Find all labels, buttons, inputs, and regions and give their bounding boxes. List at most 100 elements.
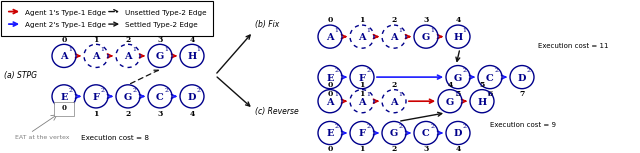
Text: 7: 7 — [519, 90, 525, 98]
Text: A: A — [358, 98, 366, 107]
Text: D: D — [188, 93, 196, 102]
Text: H: H — [188, 52, 196, 61]
Text: 2: 2 — [125, 110, 131, 118]
Text: 2: 2 — [392, 81, 397, 89]
Text: 1: 1 — [454, 92, 459, 97]
Text: F: F — [358, 129, 365, 138]
Text: 1: 1 — [93, 110, 99, 118]
Text: 1: 1 — [164, 47, 168, 52]
Text: 2: 2 — [196, 88, 200, 93]
Text: 1: 1 — [359, 16, 365, 24]
Text: A: A — [124, 52, 132, 61]
Text: Agent 2's Type-1 Edge: Agent 2's Type-1 Edge — [25, 22, 106, 28]
Text: 2: 2 — [399, 124, 403, 129]
Text: A: A — [92, 52, 100, 61]
Text: 1: 1 — [463, 28, 467, 33]
Text: 1: 1 — [335, 28, 339, 33]
Text: 2: 2 — [335, 124, 339, 129]
Text: 0: 0 — [61, 110, 67, 118]
Text: 1: 1 — [93, 35, 99, 43]
Text: H: H — [453, 33, 463, 42]
Text: A: A — [358, 33, 366, 42]
Text: 3: 3 — [423, 145, 429, 153]
Text: G: G — [390, 129, 398, 138]
Text: 0: 0 — [327, 16, 333, 24]
Text: C: C — [156, 93, 164, 102]
Text: Agent 1's Type-1 Edge: Agent 1's Type-1 Edge — [25, 9, 106, 15]
Text: 1: 1 — [367, 28, 371, 33]
Text: 6: 6 — [488, 90, 493, 98]
Text: G: G — [454, 74, 462, 83]
Text: E: E — [326, 74, 333, 83]
Text: A: A — [60, 52, 68, 61]
FancyBboxPatch shape — [54, 102, 74, 116]
Text: 2: 2 — [463, 124, 467, 129]
Text: A: A — [390, 98, 398, 107]
Text: E: E — [326, 129, 333, 138]
Text: 3: 3 — [157, 110, 163, 118]
Text: 2: 2 — [68, 88, 72, 93]
Text: G: G — [156, 52, 164, 61]
Text: 2: 2 — [100, 88, 104, 93]
Text: (b) Fix: (b) Fix — [255, 20, 279, 29]
Text: A: A — [326, 98, 334, 107]
Text: (c) Reverse: (c) Reverse — [255, 107, 299, 116]
Text: 2: 2 — [495, 68, 499, 73]
Text: D: D — [454, 129, 462, 138]
Text: 2: 2 — [367, 68, 371, 73]
Text: 2: 2 — [527, 68, 531, 73]
Text: G: G — [124, 93, 132, 102]
Text: 4: 4 — [455, 145, 461, 153]
Text: 1: 1 — [486, 92, 491, 97]
Text: 1: 1 — [100, 47, 104, 52]
Text: 2: 2 — [392, 16, 397, 24]
Text: 2: 2 — [431, 124, 435, 129]
Text: 4: 4 — [447, 81, 452, 89]
Text: Execution cost = 8: Execution cost = 8 — [81, 135, 149, 141]
Text: 1: 1 — [196, 47, 200, 52]
Text: Execution cost = 9: Execution cost = 9 — [490, 122, 556, 128]
Text: 2: 2 — [392, 145, 397, 153]
Text: 0: 0 — [61, 35, 67, 43]
Text: 1: 1 — [359, 81, 365, 89]
Text: 1: 1 — [68, 47, 72, 52]
Text: EAT at the vertex: EAT at the vertex — [15, 135, 70, 140]
Text: 0: 0 — [327, 90, 333, 98]
Text: 3: 3 — [423, 16, 429, 24]
Text: 2: 2 — [132, 88, 136, 93]
Text: F: F — [93, 93, 99, 102]
Text: A: A — [326, 33, 334, 42]
Text: 5: 5 — [456, 90, 461, 98]
Text: Unsettled Type-2 Edge: Unsettled Type-2 Edge — [125, 9, 207, 15]
Text: 2: 2 — [125, 35, 131, 43]
Text: 1: 1 — [359, 145, 365, 153]
Text: G: G — [422, 33, 430, 42]
Text: C: C — [422, 129, 430, 138]
Text: 4: 4 — [455, 16, 461, 24]
Text: E: E — [60, 93, 68, 102]
Text: H: H — [477, 98, 486, 107]
Text: 2: 2 — [463, 68, 467, 73]
Text: (a) STPG: (a) STPG — [4, 71, 37, 80]
Text: 1: 1 — [399, 28, 403, 33]
Text: 4: 4 — [189, 110, 195, 118]
Text: A: A — [390, 33, 398, 42]
Text: 1: 1 — [359, 90, 365, 98]
Text: 0: 0 — [327, 81, 333, 89]
Text: 2: 2 — [164, 88, 168, 93]
Text: 1: 1 — [399, 92, 403, 97]
Text: D: D — [518, 74, 526, 83]
Text: C: C — [486, 74, 494, 83]
Text: F: F — [358, 74, 365, 83]
Text: 5: 5 — [479, 81, 484, 89]
Text: 4: 4 — [189, 35, 195, 43]
Text: G: G — [446, 98, 454, 107]
Text: 1: 1 — [431, 28, 435, 33]
Text: 0: 0 — [61, 104, 67, 112]
FancyBboxPatch shape — [1, 1, 213, 36]
Text: 2: 2 — [367, 124, 371, 129]
Text: 2: 2 — [335, 68, 339, 73]
Text: 1: 1 — [335, 92, 339, 97]
Text: 1: 1 — [367, 92, 371, 97]
Text: Settled Type-2 Edge: Settled Type-2 Edge — [125, 22, 198, 28]
